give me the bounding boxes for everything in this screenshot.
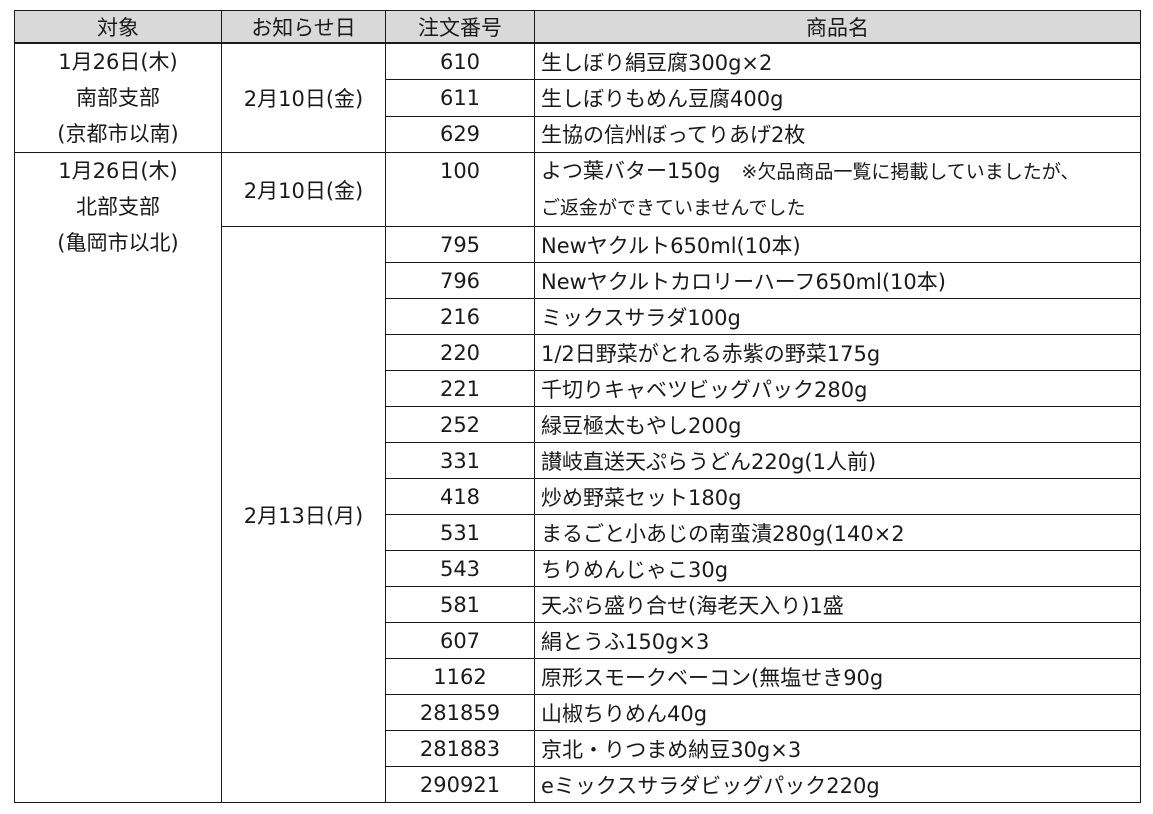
order-number-cell: 795 bbox=[385, 226, 535, 263]
order-number-cell: 281883 bbox=[385, 730, 535, 767]
header-product-name: 商品名 bbox=[534, 10, 1141, 44]
order-number-cell: 611 bbox=[385, 79, 535, 117]
product-name-cell: よつ葉バター150g ※欠品商品一覧に掲載していましたが、ご返金ができていません… bbox=[534, 152, 1141, 227]
order-number-cell: 100 bbox=[385, 152, 535, 227]
table-row: 1月26日(木) 南部支部 (京都市以南) 2月10日(金) 610 生しぼり絹豆腐300… bbox=[14, 42, 1141, 153]
table-row: 611 生しぼりもめん豆腐400g bbox=[15, 79, 1141, 117]
order-number-cell: 796 bbox=[385, 262, 535, 299]
header-row: 対象 お知らせ日 注文番号 商品名 bbox=[14, 10, 1141, 44]
product-name-cell: Newヤクルトカロリーハーフ650ml(10本) bbox=[534, 262, 1141, 299]
header-notice-date: お知らせ日 bbox=[221, 10, 386, 44]
notice-date-cell: 2月10日(金) bbox=[221, 152, 386, 227]
product-note-line2: ご返金ができていませんでした bbox=[541, 197, 806, 219]
product-name-cell: ちりめんじゃこ30g bbox=[534, 550, 1141, 587]
product-name-cell: 緑豆極太もやし200g bbox=[534, 406, 1141, 443]
order-number-cell: 1162 bbox=[385, 658, 535, 695]
order-number-cell: 607 bbox=[385, 622, 535, 659]
table-row: 281883 京北・りつまめ納豆30g×3 bbox=[15, 730, 1141, 767]
product-name-cell: 絹とうふ150g×3 bbox=[534, 622, 1141, 659]
order-number-cell: 531 bbox=[385, 514, 535, 551]
product-name: よつ葉バター150g bbox=[541, 159, 721, 183]
product-note: ※欠品商品一覧に掲載していましたが、 bbox=[741, 161, 1080, 183]
table-row: 216 ミックスサラダ100g bbox=[15, 298, 1141, 335]
order-number-cell: 331 bbox=[385, 442, 535, 479]
table-row: 252 緑豆極太もやし200g bbox=[15, 406, 1141, 443]
product-name-cell: Newヤクルト650ml(10本) bbox=[534, 226, 1141, 263]
product-name-cell: ミックスサラダ100g bbox=[534, 298, 1141, 335]
order-number-cell: 281859 bbox=[385, 694, 535, 731]
notice-date-cell: 2月10日(金) bbox=[221, 42, 386, 153]
order-number-cell: 290921 bbox=[385, 766, 535, 803]
table-row: 581 天ぷら盛り合せ(海老天入り)1盛 bbox=[15, 586, 1141, 623]
header-order-no: 注文番号 bbox=[385, 10, 535, 44]
table-body: 1月26日(木) 南部支部 (京都市以南) 2月10日(金) 610 生しぼり絹豆腐300… bbox=[14, 42, 1141, 803]
table-row: 531 まるごと小あじの南蛮漬280g(140×2 bbox=[15, 514, 1141, 551]
spacer bbox=[720, 159, 741, 183]
table-row: 607 絹とうふ150g×3 bbox=[15, 622, 1141, 659]
product-name-cell: 原形スモークベーコン(無塩せき90g bbox=[534, 658, 1141, 695]
target-cell: 1月26日(木) 南部支部 (京都市以南) bbox=[14, 42, 222, 153]
table-row: 220 1/2日野菜がとれる赤紫の野菜175g bbox=[15, 334, 1141, 371]
order-number-cell: 418 bbox=[385, 478, 535, 515]
target-line: 南部支部 bbox=[76, 86, 160, 110]
order-number-cell: 581 bbox=[385, 586, 535, 623]
header-target: 対象 bbox=[14, 10, 222, 44]
order-number-cell: 252 bbox=[385, 406, 535, 443]
product-name-cell: 炒め野菜セット180g bbox=[534, 478, 1141, 515]
notice-date-cell: 2月13日(月) bbox=[221, 226, 386, 803]
target-line: (亀岡市以北) bbox=[57, 231, 179, 255]
order-number-cell: 610 bbox=[385, 42, 535, 80]
product-name-cell: 1/2日野菜がとれる赤紫の野菜175g bbox=[534, 334, 1141, 371]
target-cell: 1月26日(木) 北部支部 (亀岡市以北) bbox=[14, 152, 222, 803]
table-row: 418 炒め野菜セット180g bbox=[15, 478, 1141, 515]
target-line: 1月26日(木) bbox=[58, 50, 178, 74]
table-row: 281859 山椒ちりめん40g bbox=[15, 694, 1141, 731]
table-row: 221 千切りキャベツビッグパック280g bbox=[15, 370, 1141, 407]
target-line: 1月26日(木) bbox=[58, 159, 178, 183]
order-number-cell: 221 bbox=[385, 370, 535, 407]
table-row: 543 ちりめんじゃこ30g bbox=[15, 550, 1141, 587]
target-line: 北部支部 bbox=[76, 195, 160, 219]
product-name-cell: 千切りキャベツビッグパック280g bbox=[534, 370, 1141, 407]
product-name-cell: 讃岐直送天ぷらうどん220g(1人前) bbox=[534, 442, 1141, 479]
table-row: 1月26日(木) 北部支部 (亀岡市以北) 2月10日(金) 100 よつ葉バター150g… bbox=[14, 152, 1141, 803]
order-number-cell: 543 bbox=[385, 550, 535, 587]
order-number-cell: 216 bbox=[385, 298, 535, 335]
order-number-cell: 220 bbox=[385, 334, 535, 371]
order-notice-table: 対象 お知らせ日 注文番号 商品名 1月26日(木) 南部支部 (京都市以南) 2月1… bbox=[14, 10, 1141, 803]
product-name-cell: 京北・りつまめ納豆30g×3 bbox=[534, 730, 1141, 767]
product-name-cell: まるごと小あじの南蛮漬280g(140×2 bbox=[534, 514, 1141, 551]
product-name-cell: 天ぷら盛り合せ(海老天入り)1盛 bbox=[534, 586, 1141, 623]
product-name-cell: 生しぼりもめん豆腐400g bbox=[534, 79, 1141, 117]
target-line: (京都市以南) bbox=[57, 122, 179, 146]
table-row: 290921 eミックスサラダビッグパック220g bbox=[15, 766, 1141, 803]
product-name-cell: 山椒ちりめん40g bbox=[534, 694, 1141, 731]
product-name-cell: 生協の信州ぼってりあげ2枚 bbox=[534, 115, 1141, 153]
product-name-cell: 生しぼり絹豆腐300g×2 bbox=[534, 42, 1141, 80]
order-number-cell: 629 bbox=[385, 115, 535, 153]
table-row: 2月13日(月) 795 Newヤクルト650ml(10本) bbox=[15, 226, 1141, 803]
product-name-cell: eミックスサラダビッグパック220g bbox=[534, 766, 1141, 803]
table-row: 796 Newヤクルトカロリーハーフ650ml(10本) bbox=[15, 262, 1141, 299]
